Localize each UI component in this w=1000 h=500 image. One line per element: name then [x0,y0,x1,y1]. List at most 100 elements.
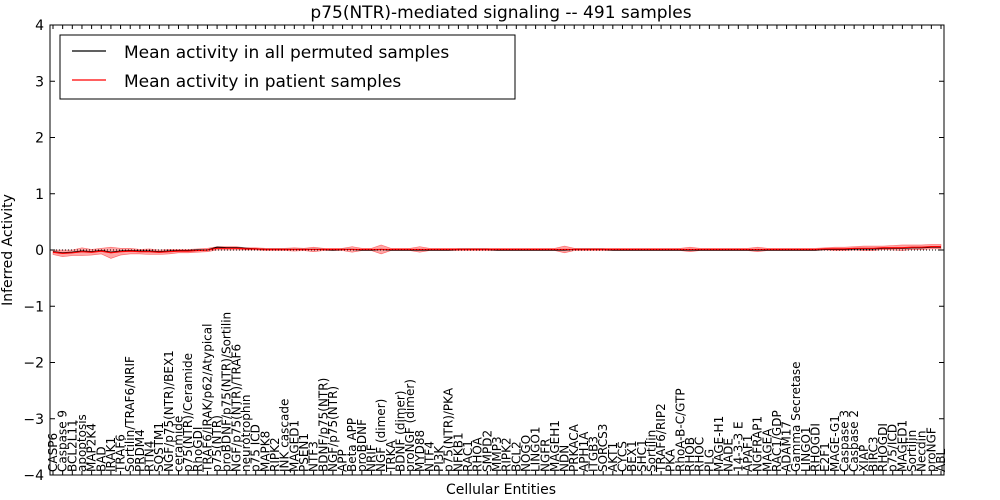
y-tick-label: −2 [23,356,44,372]
y-tick-label: 0 [35,243,44,259]
x-tick-label: proNGF (dimer) [403,379,417,472]
x-tick-label: Sortilin [905,430,919,472]
x-tick-label: RHOGDI [876,423,890,472]
x-tick-label: BDNF/p75(NTR) [316,378,330,472]
x-tick-label: TRAF6/IRAK/p62/Atypical [200,324,214,473]
x-tick-label: ADAM17 [780,421,794,472]
y-tick-label: 3 [35,74,44,90]
x-tick-label: MAGE-G1 [828,415,842,472]
patient-confidence-band [52,244,942,259]
x-tick-label: NFKB1 [451,432,465,472]
x-tick-label: NTF4 [422,441,436,472]
x-tick-label: PRKACA [567,423,581,472]
y-tick-label: 1 [35,187,44,203]
x-tick-label: Caspase 9 [56,410,70,472]
x-tick-label: NGF/p75(NTR) [326,386,340,472]
y-tick-label: −1 [23,299,44,315]
x-tick-label: CASP6 [46,433,60,472]
x-tick-label: RHOC [693,437,707,472]
x-tick-label: TRAF6/RIP2 [654,403,668,473]
x-tick-label: Gamma Secretase [789,361,803,472]
x-tick-label: MYD88 [413,430,427,472]
legend-label-patient: Mean activity in patient samples [124,72,401,92]
x-tick-label: LINGO1 [799,426,813,472]
x-tick-label: RhoA-B-C/GTP [673,388,687,472]
x-tick-label: IRAK1 [104,437,118,472]
x-tick-label: NGFR [538,438,552,472]
x-tick-label: NDN [558,445,572,472]
x-tick-label: p75/ICD [886,424,900,472]
x-tick-label: SQSTM1 [152,422,166,472]
x-tick-label: RAC1 [461,440,475,472]
x-tick-label: E2F1 [818,442,832,472]
x-tick-label: Caspase 2 [847,410,861,472]
chart-title: p75(NTR)-mediated signaling -- 491 sampl… [310,3,691,23]
x-tick-label: NGF/p75(NTR)/BEX1 [162,350,176,472]
x-tick-label: JNK cascade [278,399,292,473]
x-tick-label: AKT1 [606,442,620,472]
x-tick-label: apoptosis [75,414,89,472]
y-axis-label: Inferred Activity [0,194,16,306]
x-tick-label: RAC1/GDP [770,410,784,472]
x-tick-label: TRAF6 [114,434,128,473]
x-tick-label: p75(NTR) [210,415,224,472]
x-tick-label: SHC1 [635,439,649,472]
x-tick-label: PLG [702,449,716,472]
x-tick-label: p75(NTR)/PKA [442,387,456,472]
x-tick-label: PKA [664,448,678,472]
x-tick-label: NRIF [365,444,379,472]
x-tick-label: Necdin [915,430,929,472]
x-tick-label: NGF/p75(NTR)/TRAF6 [229,344,243,472]
x-tick-label: SORCS3 [596,424,610,472]
legend-box [59,34,516,100]
x-tick-label: BCL2L11 [65,419,79,472]
x-tick-label: MMP3 [490,436,504,472]
x-tick-label: proBDNF [355,419,369,472]
x-tick-label: neurotrophin [239,395,253,472]
y-tick-label: −3 [23,412,44,428]
x-tick-label: proBDNF/p75(NTR)/Sortilin [220,312,234,472]
x-tick-label: ceramide [171,416,185,472]
x-tick-label: RTN4 [143,441,157,472]
y-tick-label: 2 [35,131,44,147]
x-tick-label: PRDM4 [133,429,147,472]
x-tick-label: NGF (dimer) [374,399,388,472]
confidence-band-layer [52,244,942,259]
y-tick-label: −4 [23,468,44,484]
y-axis: −4 −3 −2 −1 0 1 2 3 4 [23,18,944,484]
x-axis-label: Cellular Entities [446,482,556,498]
x-tick-label: MAGE-H1 [712,416,726,472]
x-tick-label: RIPK2 [500,437,514,472]
x-tick-label: MAPK8 [258,431,272,472]
x-tick-label: RIPK2 [268,437,282,472]
x-tick-label: NTF3 [307,441,321,472]
x-tick-label: MAGED1 [287,420,301,472]
x-tick-label: RHOGDI [809,423,823,472]
x-tick-label: APP [336,449,350,472]
x-tick-label: MAGEA [760,428,774,472]
x-tick-label: 14-3-3 E [731,421,745,472]
x-tick-label: Sortilin [644,430,658,472]
x-tick-label: SMPD2 [480,430,494,472]
x-tick-label: PI3K [432,445,446,472]
x-tick-label: NOGO [519,435,533,472]
x-tick-label: XIAP [857,445,871,472]
x-tick-label: APH1A [577,431,591,472]
x-tick-label: RHOA [471,436,485,472]
x-tick-label: LINGO1 [529,426,543,472]
x-tick-label: MAP2K4 [85,423,99,472]
x-tick-label: ABL [934,449,948,472]
legend-label-permuted: Mean activity in all permuted samples [124,43,449,63]
x-tick-label: Sortilin/TRAF6/NRIF [123,356,137,472]
x-tick-label: Caspase 3 [837,410,851,472]
x-tick-label: BCL2 [509,441,523,472]
legend: Mean activity in all permuted samples Me… [59,34,516,100]
x-tick-label: proNGF [924,427,938,472]
x-tick-label: TRKA [384,440,398,473]
x-tick-label: NADE [722,438,736,472]
x-tick-label: ITGB3 [587,436,601,472]
x-tick-label: Beta APP [345,418,359,472]
